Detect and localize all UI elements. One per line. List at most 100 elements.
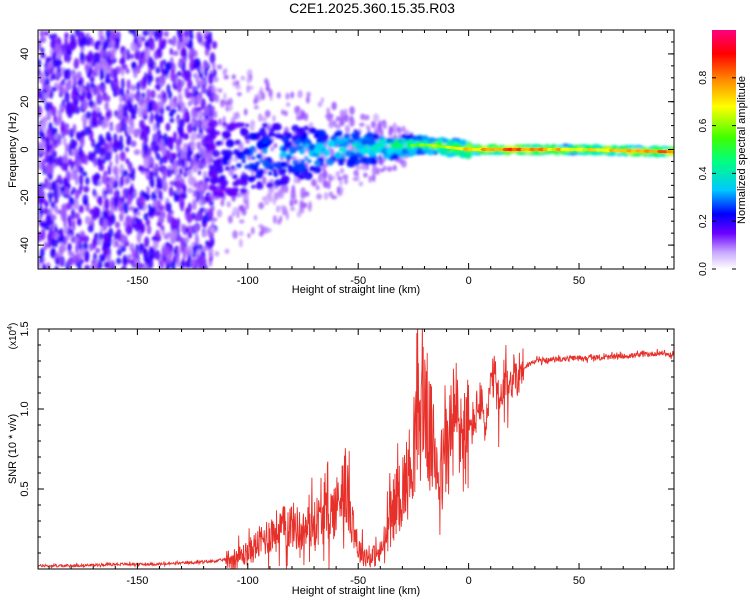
heatmap-cell <box>85 111 92 120</box>
heatmap-cell <box>205 152 212 160</box>
heatmap-cell <box>256 95 262 102</box>
heatmap-cell <box>305 96 310 104</box>
heatmap-cell <box>42 265 47 269</box>
heatmap-cell <box>84 264 91 269</box>
heatmap-cell <box>194 182 198 187</box>
heatmap-cell <box>273 142 278 149</box>
heatmap-cell <box>165 122 171 132</box>
heatmap-cell <box>64 69 68 81</box>
heatmap-cell <box>256 153 263 160</box>
heatmap-cell <box>293 171 300 178</box>
heatmap-cell <box>128 163 133 173</box>
heatmap-cell <box>279 151 287 159</box>
heatmap-cell <box>131 247 136 259</box>
heatmap-cell <box>311 179 317 187</box>
heatmap-cell <box>184 246 189 256</box>
heatmap-cell <box>73 212 81 220</box>
heatmap-cell <box>105 111 112 118</box>
heatmap-cell <box>194 232 199 243</box>
heatmap-cell <box>212 76 219 83</box>
heatmap-cell <box>549 144 557 149</box>
heatmap-cell <box>98 195 103 207</box>
x-tick-label: -150 <box>126 575 148 587</box>
heatmap-cell <box>146 88 151 101</box>
heatmap-cell <box>267 171 273 176</box>
heatmap-cell <box>98 216 104 227</box>
heatmap-cell <box>97 259 103 269</box>
heatmap-cell <box>366 137 376 146</box>
heatmap-cell <box>60 120 66 133</box>
y-scale-base: (x10 <box>8 329 19 349</box>
heatmap-cell <box>224 149 233 158</box>
top-y-axis: -40 -20 0 20 40 <box>19 29 674 270</box>
heatmap-cell <box>320 175 325 185</box>
heatmap-cell <box>77 261 82 269</box>
heatmap-cell <box>162 178 167 190</box>
heatmap-cell <box>285 211 289 221</box>
heatmap-cell <box>76 71 82 79</box>
heatmap-cell <box>227 140 234 146</box>
heatmap-cell <box>383 165 387 171</box>
heatmap-cell <box>194 72 198 80</box>
heatmap-cell <box>186 169 193 177</box>
heatmap-cell <box>240 173 249 182</box>
heatmap-cell <box>58 85 65 95</box>
heatmap-cell <box>171 260 176 269</box>
heatmap-cell <box>152 123 157 132</box>
heatmap-cell <box>214 130 221 136</box>
heatmap-cell <box>47 192 54 199</box>
heatmap-cell <box>335 136 344 145</box>
heatmap-cell <box>365 148 371 154</box>
bottom-y-axis: 0.5 1.0 1.5 <box>19 321 674 570</box>
heatmap-cell <box>290 193 297 200</box>
heatmap-cell <box>78 205 85 214</box>
svg-text:(x104): (x104) <box>7 323 19 350</box>
heatmap-cell <box>249 124 255 131</box>
heatmap-cell <box>45 128 52 138</box>
heatmap-cell <box>235 84 242 90</box>
heatmap-cell <box>52 51 57 60</box>
heatmap-cell <box>238 238 243 248</box>
heatmap-cell <box>54 266 60 269</box>
heatmap-cell <box>204 105 210 116</box>
heatmap-cell <box>91 138 96 148</box>
heatmap-cell <box>183 143 188 154</box>
heatmap-cell <box>258 113 263 122</box>
heatmap-cell <box>48 207 53 217</box>
heatmap-cell <box>343 133 351 139</box>
heatmap-cell <box>288 145 298 154</box>
heatmap-cell <box>67 203 72 210</box>
heatmap-cell <box>258 231 264 237</box>
heatmap-cell <box>163 132 168 144</box>
heatmap-cell <box>204 196 212 203</box>
heatmap-cell <box>657 152 667 157</box>
heatmap-cell <box>57 108 63 120</box>
heatmap-cell <box>226 188 235 196</box>
heatmap-cell <box>248 132 258 141</box>
heatmap-cell <box>98 116 103 127</box>
heatmap-cell <box>101 174 108 185</box>
heatmap-cell <box>375 167 380 176</box>
heatmap-cell <box>153 134 158 142</box>
heatmap-cell <box>96 93 103 105</box>
heatmap-cell <box>283 140 293 149</box>
heatmap-cell <box>185 91 191 99</box>
heatmap-cell <box>68 142 73 154</box>
heatmap-cell <box>411 135 419 142</box>
heatmap-cell <box>178 155 182 168</box>
heatmap-cell <box>105 71 111 84</box>
heatmap-cell <box>78 165 82 172</box>
heatmap-cell <box>264 136 270 142</box>
heatmap-cell <box>227 215 233 224</box>
heatmap-cell <box>178 118 185 128</box>
heatmap-cell <box>274 179 283 187</box>
heatmap-cell <box>122 105 128 117</box>
heatmap-cell <box>63 128 70 136</box>
heatmap-cell <box>72 123 77 134</box>
heatmap-cell <box>210 227 217 234</box>
heatmap-cell <box>204 134 213 142</box>
heatmap-cell <box>386 146 395 155</box>
heatmap-cell <box>262 142 269 149</box>
heatmap-cell <box>521 144 527 149</box>
heatmap-cell <box>82 171 88 177</box>
